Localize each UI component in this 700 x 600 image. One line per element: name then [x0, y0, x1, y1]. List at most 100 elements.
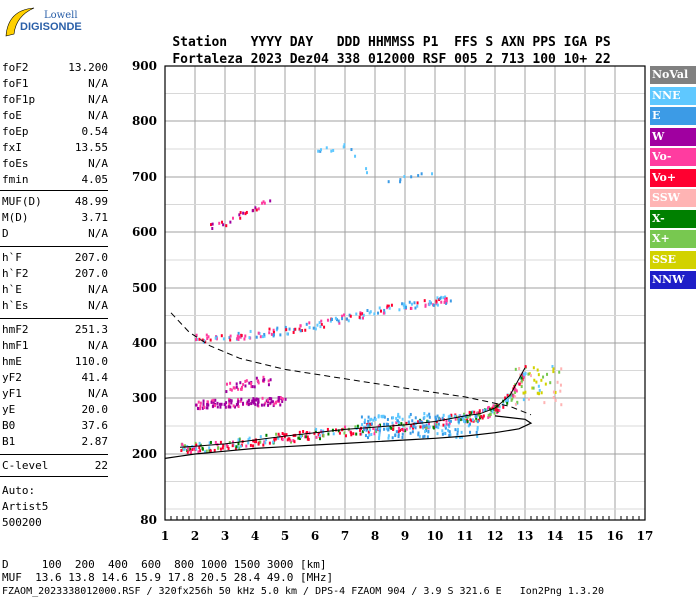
echo-point — [306, 435, 309, 439]
y-tick-label: 80 — [140, 513, 157, 527]
echo-point — [209, 440, 212, 444]
echo-point — [275, 432, 278, 436]
echo-point — [426, 414, 429, 418]
echo-point — [397, 426, 400, 430]
echo-point — [466, 420, 469, 424]
echo-point — [519, 376, 522, 380]
echo-point — [274, 437, 277, 441]
echo-point — [360, 423, 363, 427]
echo-point — [239, 399, 242, 403]
echo-point — [267, 383, 270, 387]
echo-point — [286, 332, 289, 336]
echo-point — [390, 303, 393, 307]
echo-point — [201, 447, 204, 451]
param-key: fxI — [2, 141, 22, 154]
echo-point — [417, 433, 420, 437]
echo-point — [390, 426, 393, 430]
echo-point — [237, 399, 240, 403]
echo-point — [209, 449, 212, 453]
echo-point — [475, 430, 478, 434]
logo-line2: DIGISONDE — [20, 21, 82, 33]
echo-point — [407, 420, 410, 424]
echo-point — [402, 303, 405, 307]
echo-point — [247, 441, 250, 445]
echo-point — [318, 321, 321, 325]
echo-point — [270, 397, 273, 401]
echo-point — [482, 409, 485, 413]
echo-point — [293, 440, 296, 444]
echo-point — [301, 329, 304, 333]
y-tick-label: 200 — [132, 447, 157, 461]
echo-point — [199, 449, 202, 453]
echo-point — [288, 327, 291, 331]
echo-point — [506, 393, 509, 397]
echo-point — [422, 435, 425, 439]
echo-point — [386, 304, 389, 308]
echo-point — [261, 396, 264, 400]
param-key: D — [2, 227, 9, 240]
param-value: 2.87 — [81, 435, 109, 448]
echo-point — [470, 419, 473, 423]
echo-point — [367, 430, 370, 434]
echo-point — [294, 327, 297, 331]
echo-point — [272, 440, 275, 444]
echo-point — [277, 396, 280, 400]
echo-point — [283, 435, 286, 439]
echo-point — [279, 333, 282, 337]
echo-point — [244, 379, 247, 383]
echo-point — [506, 401, 509, 405]
echo-point — [230, 401, 233, 405]
echo-point — [404, 429, 407, 433]
echo-point — [438, 417, 441, 421]
footer-info: FZAOM_2023338012000.RSF / 320fx256h 50 k… — [2, 586, 605, 597]
param-key: foF2 — [2, 61, 29, 74]
echo-point — [434, 418, 437, 422]
param-key: hmF2 — [2, 323, 29, 336]
echo-point — [363, 425, 366, 429]
echo-point — [299, 329, 302, 333]
echo-point — [436, 296, 439, 300]
echo-point — [263, 332, 266, 336]
echo-point — [552, 396, 555, 400]
echo-point — [298, 327, 301, 331]
echo-point — [543, 401, 546, 405]
echo-point — [242, 401, 245, 405]
echo-point — [248, 381, 251, 385]
echo-point — [496, 408, 499, 412]
echo-point — [231, 444, 234, 448]
echo-point — [273, 438, 276, 442]
echo-point — [338, 321, 341, 325]
echo-point — [186, 447, 189, 451]
echo-point — [359, 432, 362, 436]
echo-point — [326, 318, 329, 322]
echo-point — [252, 398, 255, 402]
echo-point — [374, 417, 377, 421]
param-row-9: M(D) 3.71 — [2, 210, 108, 226]
echo-point — [262, 375, 265, 379]
x-tick-label: 10 — [427, 529, 444, 543]
echo-point — [299, 324, 302, 328]
param-row-1: foF1 N/A — [2, 76, 108, 92]
echo-point — [194, 441, 197, 445]
header-label-station: Station — [172, 35, 228, 50]
echo-point — [257, 401, 260, 405]
echo-point — [457, 418, 460, 422]
echo-point — [363, 421, 366, 425]
echo-point — [244, 334, 247, 338]
echo-point — [229, 381, 232, 385]
echo-point — [520, 376, 523, 380]
echo-point — [293, 328, 296, 332]
param-row-13: h`E N/A — [2, 282, 108, 298]
echo-point — [462, 417, 465, 421]
echo-point — [529, 374, 532, 378]
header-values: Fortaleza 2023 Dez04 338 012000 RSF 005 … — [141, 37, 610, 82]
echo-point — [519, 373, 522, 377]
echo-point — [448, 418, 451, 422]
echo-point — [235, 403, 238, 407]
echo-point — [220, 402, 223, 406]
echo-point — [225, 443, 228, 447]
echo-point — [236, 445, 239, 449]
echo-point — [266, 398, 269, 402]
echo-point — [410, 302, 413, 306]
x-tick-label: 9 — [401, 529, 409, 543]
